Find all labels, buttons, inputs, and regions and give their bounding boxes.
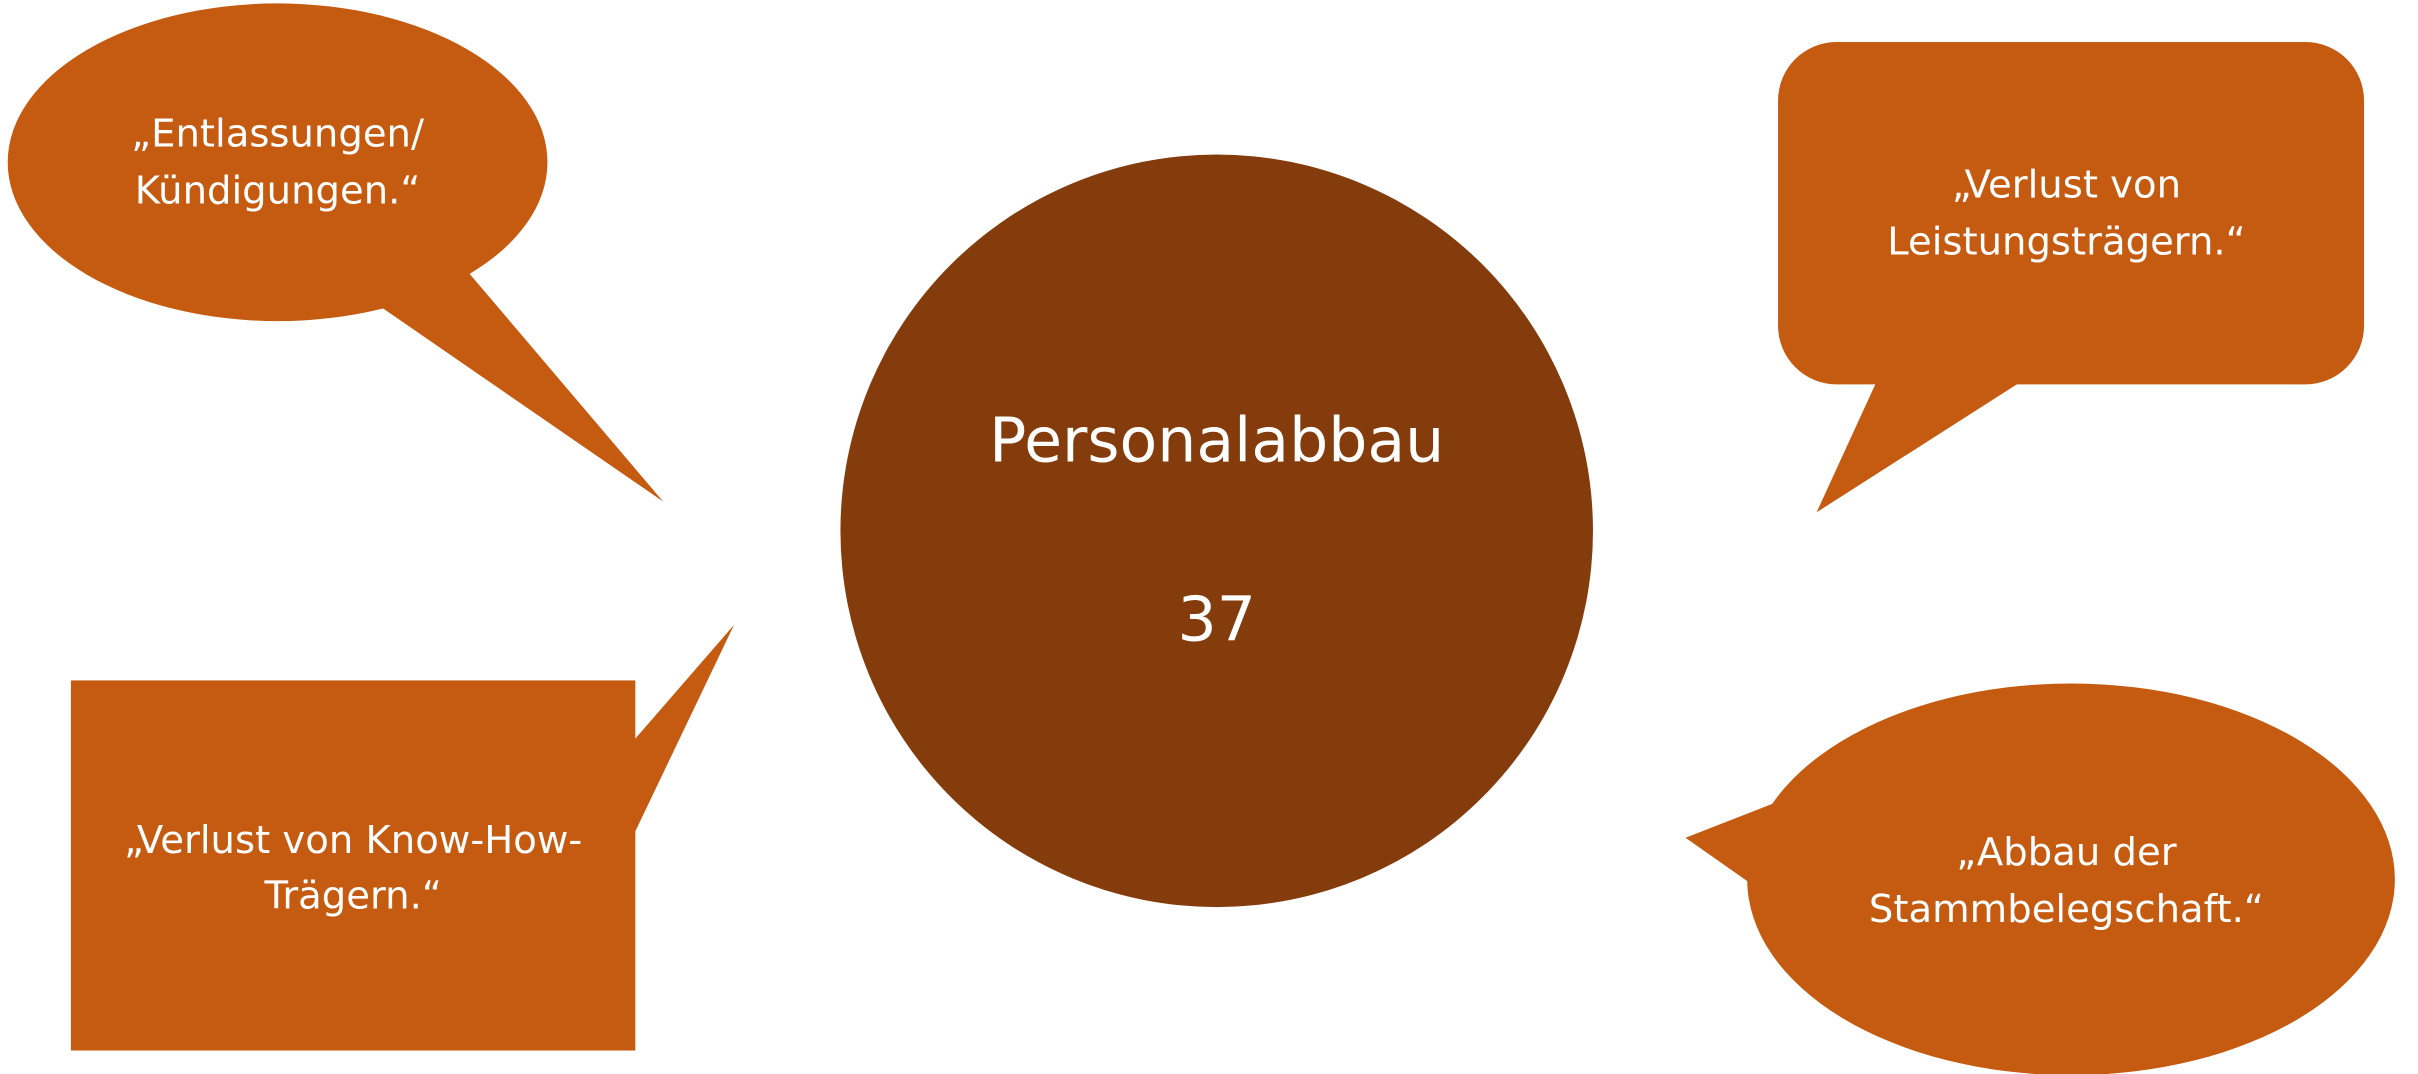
center-title: Personalabbau	[989, 405, 1444, 477]
bubble-text: Stammbelegschaft.“	[1869, 887, 2264, 932]
bubble-bottom-left: „Verlust von Know-How- Trägern.“	[70, 624, 735, 1051]
center-value: 37	[1177, 583, 1255, 655]
bubble-text: „Verlust von	[1952, 162, 2181, 207]
bubble-text: Trägern.“	[263, 873, 441, 918]
bubble-text: „Verlust von Know-How-	[124, 818, 582, 863]
bubble-text: „Abbau der	[1956, 830, 2176, 875]
center-circle	[840, 154, 1593, 908]
bubble-top-left: „Entlassungen/ Kündigungen.“	[7, 3, 664, 502]
bubble-top-right: „Verlust von Leistungsträgern.“	[1778, 41, 2365, 513]
bubble-text: Leistungsträgern.“	[1887, 220, 2245, 265]
bubble-bottom-right: „Abbau der Stammbelegschaft.“	[1685, 683, 2395, 1074]
bubble-text: Kündigungen.“	[135, 169, 421, 214]
bubble-text: „Entlassungen/	[131, 112, 424, 157]
